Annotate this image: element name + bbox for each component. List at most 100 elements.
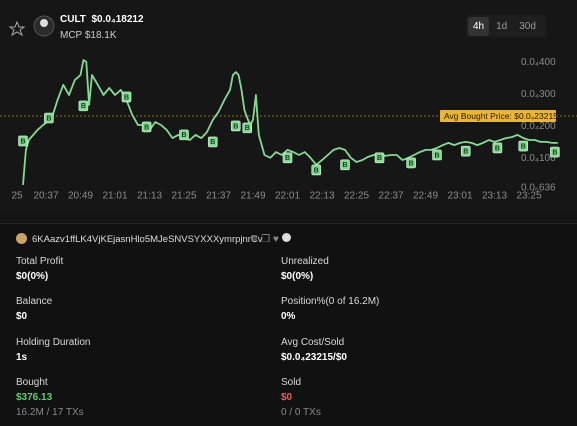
x-tick-label: 22:37 xyxy=(378,191,403,202)
buy-marker xyxy=(242,122,253,134)
market-cap: MCP $18.1K xyxy=(60,30,117,41)
buy-marker-label: B xyxy=(314,167,319,174)
buy-marker-label: B xyxy=(377,155,382,162)
y-tick-label: 0.0₄100 xyxy=(521,153,556,164)
y-tick-label: 0.0₆636 xyxy=(521,183,556,194)
stat-value: $0 xyxy=(16,311,28,322)
x-tick-label: 23:25 xyxy=(516,191,541,202)
buy-marker-label: B xyxy=(245,125,250,132)
buy-marker xyxy=(311,164,322,176)
stat-label: Avg Cost/Sold xyxy=(281,337,345,348)
x-tick-label: 22:01 xyxy=(275,191,300,202)
stat-label: Sold xyxy=(281,377,302,388)
avg-price-label: Avg Bought Price: $0.0₄23215 xyxy=(444,111,558,121)
buy-marker-label: B xyxy=(342,162,347,169)
stat-item: Sold $0 0 / 0 TXs xyxy=(281,377,321,418)
buy-marker xyxy=(550,146,560,158)
y-tick-label: 0.0₄200 xyxy=(521,121,556,132)
wallet-avatar xyxy=(16,233,27,244)
x-tick-label: 21:49 xyxy=(240,191,265,202)
stat-label: Unrealized xyxy=(281,256,329,267)
x-tick-label: 21:13 xyxy=(137,191,162,202)
buy-marker-label: B xyxy=(233,123,238,130)
buy-marker-label: B xyxy=(434,152,439,159)
stat-value: $0(0%) xyxy=(16,271,49,282)
timeframe-button[interactable]: 30d xyxy=(519,20,536,32)
favorite-star[interactable] xyxy=(8,20,26,37)
stat-sub: 0 / 0 TXs xyxy=(281,407,321,418)
stat-label: Holding Duration xyxy=(16,337,91,348)
buy-marker-label: B xyxy=(463,148,468,155)
buy-marker-label: B xyxy=(495,145,500,152)
buy-marker-label: B xyxy=(20,138,25,145)
menu-icon[interactable] xyxy=(281,233,291,242)
buy-marker xyxy=(44,112,54,124)
stat-label: Balance xyxy=(16,296,53,307)
buy-marker-label: B xyxy=(124,94,129,101)
x-tick-label: 20:37 xyxy=(33,191,58,202)
stat-value: $0.0₄23215/$0 xyxy=(281,352,347,363)
buy-marker-label: B xyxy=(144,124,149,131)
token-header: CULT $0.0₄18212 xyxy=(60,14,144,25)
x-tick-label: 20:49 xyxy=(68,191,93,202)
stat-item: Total Profit $0(0%) xyxy=(16,256,63,282)
y-tick-label: 0.0₄400 xyxy=(521,57,556,68)
token-name: CULT xyxy=(60,14,86,25)
timeframe-switch: 4h 1d 30d xyxy=(466,15,546,37)
x-tick-label: 23:13 xyxy=(482,191,507,202)
wallet-panel: 6KAazv1ffLK4VjKEjasnHlo5MJeSNVSYXXXymrpj… xyxy=(0,223,577,426)
x-tick-label: 21:25 xyxy=(171,191,196,202)
x-tick-label: 25 xyxy=(12,191,24,202)
timeframe-button[interactable]: 1d xyxy=(496,20,508,32)
avg-price-tag xyxy=(440,110,556,123)
stat-label: Total Profit xyxy=(16,256,64,267)
wallet-address[interactable]: 6KAazv1ffLK4VjKEjasnHlo5MJeSNVSYXXXymrpj… xyxy=(32,234,263,245)
x-tick-label: 22:49 xyxy=(413,191,438,202)
stat-value: 1s xyxy=(16,352,28,363)
buy-marker-label: B xyxy=(552,149,557,156)
x-tick-label: 23:01 xyxy=(447,191,472,202)
stat-sub: 16.2M / 17 TXs xyxy=(16,407,84,418)
token-price: $0.0₄18212 xyxy=(91,14,144,25)
stat-item: Unrealized $0(0%) xyxy=(281,256,329,282)
buy-marker-label: B xyxy=(521,143,526,150)
buy-marker xyxy=(374,152,385,164)
buy-marker xyxy=(282,152,293,164)
price-line xyxy=(22,59,558,185)
edit-icon[interactable]: ✎ xyxy=(250,234,259,245)
buy-marker-label: B xyxy=(181,132,186,139)
buy-marker-label: B xyxy=(285,155,290,162)
buy-marker xyxy=(141,121,152,133)
buy-marker xyxy=(18,135,28,147)
stat-value: $376.13 xyxy=(16,392,53,403)
buy-marker-label: B xyxy=(81,103,86,110)
buy-marker-label: B xyxy=(409,160,414,167)
timeframe-button[interactable]: 4h xyxy=(468,16,490,36)
avatar-skull xyxy=(40,19,48,27)
buy-marker xyxy=(518,140,529,152)
buy-marker-label: B xyxy=(46,115,51,122)
wallet-actions: ✎ ❐ ♥ xyxy=(250,233,291,245)
y-tick-label: 0.0₄300 xyxy=(521,89,556,100)
copy-icon[interactable]: ❐ xyxy=(261,234,271,245)
buy-marker xyxy=(121,91,132,103)
heart-icon[interactable]: ♥ xyxy=(272,234,279,245)
x-tick-label: 21:37 xyxy=(206,191,231,202)
x-tick-label: 21:01 xyxy=(102,191,127,202)
buy-marker xyxy=(460,145,471,157)
buy-marker xyxy=(406,157,416,169)
buy-marker xyxy=(179,129,189,141)
x-tick-label: 22:25 xyxy=(344,191,369,202)
stat-item: Holding Duration 1s xyxy=(16,337,91,363)
stat-item: Avg Cost/Sold $0.0₄23215/$0 xyxy=(281,337,347,363)
buy-marker xyxy=(340,159,350,171)
buy-marker xyxy=(78,100,89,112)
buy-marker xyxy=(492,142,503,154)
x-tick-label: 22:13 xyxy=(309,191,334,202)
buy-marker xyxy=(432,149,442,161)
stat-item: Bought $376.13 16.2M / 17 TXs xyxy=(16,377,84,418)
buy-marker xyxy=(207,136,218,148)
stat-label: Position%(0 of 16.2M) xyxy=(281,296,380,307)
buy-marker-label: B xyxy=(210,139,215,146)
